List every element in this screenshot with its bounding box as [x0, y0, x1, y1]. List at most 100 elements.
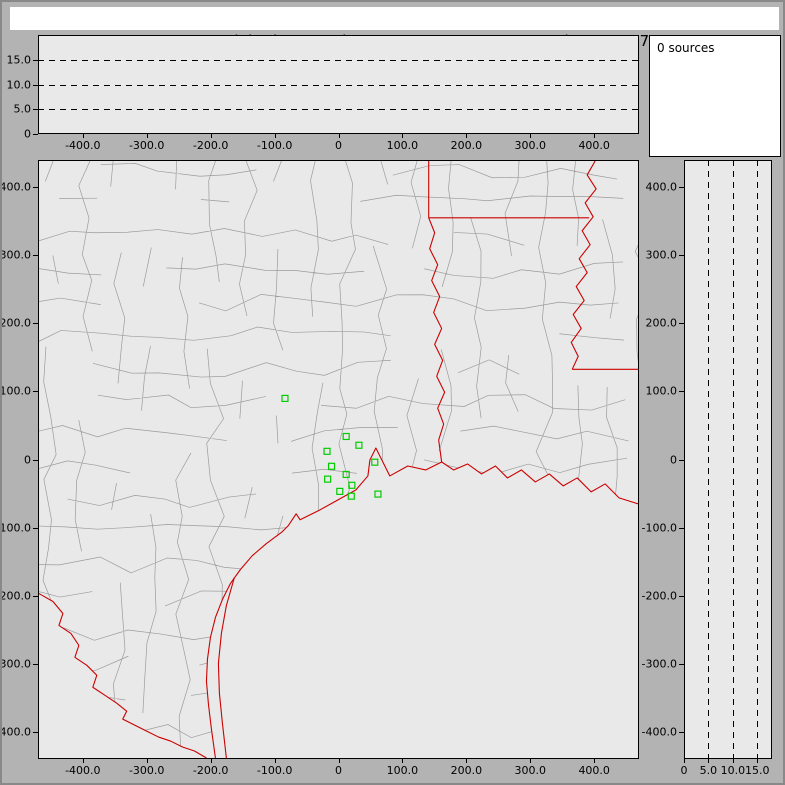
axis-tick — [732, 759, 734, 763]
tick-label: 0 — [24, 127, 31, 141]
tick-label: 300.0 — [0, 248, 31, 262]
station-marker — [371, 458, 379, 466]
station-markers — [281, 394, 382, 500]
axis-tick — [146, 134, 148, 138]
axis-tick — [82, 134, 84, 138]
axis-tick — [466, 134, 468, 138]
altitude-gridline — [38, 59, 639, 61]
axis-tick — [33, 134, 38, 135]
plan-view-panel[interactable] — [38, 160, 639, 759]
tick-label: -200.0 — [192, 764, 229, 777]
axis-tick — [146, 759, 148, 763]
axis-tick — [33, 595, 38, 597]
river-sabine-border — [428, 217, 446, 463]
tick-label: 0 — [335, 139, 342, 152]
tick-label: 200.0 — [645, 316, 678, 330]
axis-tick — [679, 187, 684, 189]
tick-label: 300.0 — [514, 139, 547, 152]
station-marker — [323, 447, 331, 455]
altitude-gridline — [708, 160, 710, 759]
map-canvas — [39, 161, 638, 758]
tick-label: -300.0 — [0, 657, 31, 671]
sources-count: 0 sources — [657, 41, 715, 55]
station-marker — [281, 394, 289, 402]
axis-tick — [402, 134, 404, 138]
barrier-island — [217, 577, 235, 758]
tick-label: 15.0 — [6, 53, 32, 67]
altitude-gridline — [38, 84, 639, 86]
county-line — [39, 161, 638, 758]
axis-tick — [757, 759, 759, 763]
tick-label: 15.0 — [745, 764, 770, 777]
axis-tick — [594, 134, 596, 138]
axis-tick — [210, 759, 212, 763]
tick-label: 0 — [680, 764, 688, 777]
axis-tick — [530, 134, 532, 138]
coastline-texas — [205, 447, 442, 758]
coastline-louisiana — [441, 461, 638, 505]
axis-tick — [679, 323, 684, 325]
altitude-gridline — [732, 160, 734, 759]
axis-tick — [338, 759, 340, 763]
axis-tick — [679, 663, 684, 665]
tick-label: -100.0 — [256, 139, 293, 152]
tick-label: -400.0 — [641, 725, 677, 739]
axis-tick — [708, 759, 710, 763]
river-mississippi-border — [570, 161, 597, 370]
tick-label: -300.0 — [128, 764, 165, 777]
axis-tick — [679, 459, 684, 461]
axis-tick — [33, 323, 38, 325]
county-boundaries — [39, 161, 638, 758]
station-marker — [336, 487, 344, 495]
tick-label: -300.0 — [128, 139, 165, 152]
station-marker — [342, 432, 350, 441]
tick-label: 10.0 — [720, 764, 746, 777]
tick-label: -100.0 — [256, 764, 293, 777]
axis-tick — [33, 391, 38, 393]
tick-label: -400.0 — [65, 764, 101, 777]
altitude-gridline — [38, 109, 639, 111]
tick-label: 200.0 — [450, 139, 483, 152]
tick-label: 100.0 — [0, 384, 31, 398]
axis-tick — [679, 595, 684, 597]
tick-label: -200.0 — [641, 589, 677, 603]
station-marker — [324, 475, 332, 483]
station-marker — [374, 490, 382, 498]
station-marker — [348, 481, 356, 489]
tick-label: 100.0 — [645, 384, 678, 398]
axis-tick — [33, 187, 38, 189]
tick-label: -300.0 — [641, 657, 677, 671]
altitude-ns-panel[interactable] — [684, 160, 772, 759]
tick-label: 5.0 — [699, 764, 718, 777]
axis-tick — [33, 459, 38, 461]
tick-label: 5.0 — [13, 102, 32, 116]
axis-tick — [33, 255, 38, 257]
axis-tick — [33, 663, 38, 665]
tick-label: 300.0 — [514, 764, 547, 777]
axis-tick — [402, 759, 404, 763]
tick-label: -200.0 — [192, 139, 229, 152]
tick-label: 200.0 — [0, 316, 31, 330]
axis-tick — [33, 84, 38, 86]
sources-panel: 0 sources — [649, 35, 781, 157]
state-borders — [39, 161, 638, 758]
axis-tick — [82, 759, 84, 763]
tick-label: 0 — [24, 453, 31, 466]
axis-tick — [33, 731, 38, 733]
title-bar: Houston Lightning Mapping Array 0500-060… — [10, 7, 779, 50]
axis-tick — [530, 759, 532, 763]
tick-label: 400.0 — [0, 180, 31, 194]
axis-tick — [679, 255, 684, 257]
tick-label: 400.0 — [645, 180, 678, 194]
axis-tick — [338, 134, 340, 138]
axis-tick — [33, 109, 38, 111]
tick-label: -400.0 — [0, 725, 31, 739]
axis-tick — [210, 134, 212, 138]
axis-tick — [466, 759, 468, 763]
tick-label: 300.0 — [645, 248, 678, 262]
tick-label: -100.0 — [0, 521, 31, 535]
axis-tick — [684, 759, 685, 763]
station-marker — [347, 492, 355, 500]
altitude-gridline — [757, 160, 759, 759]
axis-tick — [274, 134, 276, 138]
